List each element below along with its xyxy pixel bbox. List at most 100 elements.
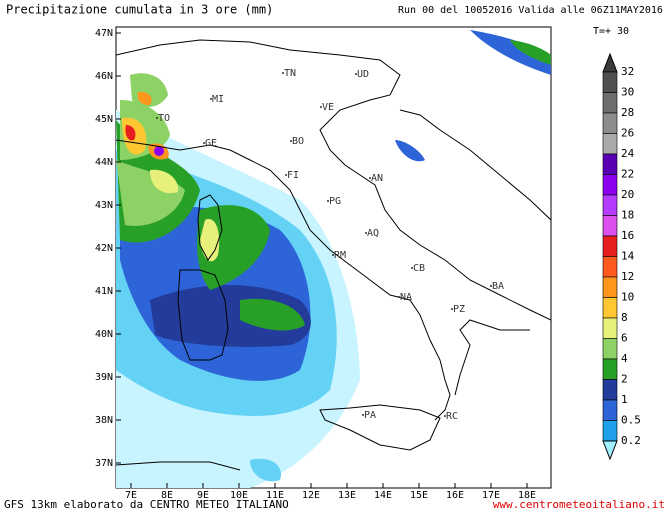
- city-label: MI: [212, 94, 224, 105]
- lat-label: 47N: [95, 28, 113, 39]
- lat-label: 45N: [95, 114, 113, 125]
- colorbar-band: [602, 92, 618, 114]
- footer-source: GFS 13km elaborato da CENTRO METEO ITALI…: [4, 498, 289, 511]
- city-label: TO: [158, 113, 170, 124]
- colorbar-label: 22: [621, 168, 634, 181]
- city-dot: [210, 98, 212, 100]
- city-label: GE: [205, 138, 217, 149]
- lat-label: 46N: [95, 71, 113, 82]
- colorbar-label: 30: [621, 86, 634, 99]
- colorbar: 32 30 28 26 24 22 20 18 16 14 12 10 8 6 4 2 1 0.5 0.2: [602, 52, 641, 461]
- city-dot: [490, 285, 492, 287]
- city-dot: [332, 254, 334, 256]
- lon-label: 18E: [518, 490, 536, 501]
- colorbar-label: 0.5: [621, 414, 641, 427]
- colorbar-band: [602, 358, 618, 380]
- lat-label: 42N: [95, 243, 113, 254]
- colorbar-label: 2: [621, 373, 628, 386]
- colorbar-label: 6: [621, 332, 628, 345]
- lon-label: 15E: [410, 490, 428, 501]
- city-label: UD: [357, 69, 369, 80]
- run-info: Run 00 del 10052016 Valida alle 06Z11MAY…: [398, 5, 663, 16]
- colorbar-band: [602, 379, 618, 401]
- city-label: CB: [413, 263, 425, 274]
- colorbar-band: [602, 153, 618, 175]
- lat-label: 40N: [95, 329, 113, 340]
- city-label: PA: [364, 410, 376, 421]
- city-dot: [369, 177, 371, 179]
- colorbar-label: 0.2: [621, 434, 641, 447]
- city-dot: [444, 415, 446, 417]
- city-label: BO: [292, 136, 304, 147]
- title: Precipitazione cumulata in 3 ore (mm): [6, 3, 273, 17]
- city-label: RM: [334, 250, 346, 261]
- city-dot: [451, 308, 453, 310]
- colorbar-band: [602, 317, 618, 339]
- colorbar-band: [602, 235, 618, 257]
- city-dot: [355, 73, 357, 75]
- colorbar-label: 18: [621, 209, 634, 222]
- city-label: AQ: [367, 228, 379, 239]
- city-dot: [365, 232, 367, 234]
- colorbar-band: [602, 194, 618, 216]
- colorbar-label: 28: [621, 106, 634, 119]
- lat-label: 39N: [95, 372, 113, 383]
- city-dot: [282, 72, 284, 74]
- city-label: PZ: [453, 304, 465, 315]
- city-label: FI: [287, 170, 299, 181]
- precipitation: [116, 30, 551, 488]
- lon-label: 10E: [230, 490, 248, 501]
- colorbar-band: [602, 276, 618, 298]
- city-dot: [362, 414, 364, 416]
- coastlines: [116, 39, 551, 471]
- colorbar-band: [602, 71, 618, 93]
- colorbar-label: 16: [621, 229, 634, 242]
- colorbar-band: [602, 174, 618, 196]
- city-label: AN: [371, 173, 383, 184]
- colorbar-label: 20: [621, 188, 634, 201]
- lon-label: 16E: [446, 490, 464, 501]
- city-label: VE: [322, 102, 334, 113]
- colorbar-label: 26: [621, 127, 634, 140]
- lat-label: 44N: [95, 157, 113, 168]
- city-dot: [156, 117, 158, 119]
- colorbar-band: [602, 420, 618, 442]
- lon-label: 9E: [197, 490, 209, 501]
- colorbar-label: 8: [621, 311, 628, 324]
- lat-label: 38N: [95, 415, 113, 426]
- city-dot: [203, 142, 205, 144]
- colorbar-label: 24: [621, 147, 635, 160]
- lon-label: 13E: [338, 490, 356, 501]
- city-label: BA: [492, 281, 504, 292]
- lat-label: 43N: [95, 200, 113, 211]
- city-dot: [320, 106, 322, 108]
- colorbar-band: [602, 133, 618, 155]
- city-label: RC: [446, 411, 458, 422]
- colorbar-label: 14: [621, 250, 635, 263]
- lat-label: 37N: [95, 458, 113, 469]
- colorbar-band: [602, 256, 618, 278]
- colorbar-label: 1: [621, 393, 628, 406]
- time-step: T=+ 30: [593, 26, 629, 37]
- colorbar-band: [602, 112, 618, 134]
- city-label: PG: [329, 196, 341, 207]
- colorbar-label: 32: [621, 65, 634, 78]
- colorbar-label: 12: [621, 270, 634, 283]
- city-dot: [411, 267, 413, 269]
- map: [115, 26, 552, 489]
- lon-label: 17E: [482, 490, 500, 501]
- city-dot: [327, 200, 329, 202]
- colorbar-arrow: [602, 52, 618, 73]
- colorbar-label: 10: [621, 291, 634, 304]
- city-dot: [290, 140, 292, 142]
- colorbar-label: 4: [621, 352, 628, 365]
- lat-label: 41N: [95, 286, 113, 297]
- colorbar-band: [602, 399, 618, 421]
- lon-label: 8E: [161, 490, 173, 501]
- lon-label: 12E: [302, 490, 320, 501]
- colorbar-band: [602, 215, 618, 237]
- city-dot: [398, 296, 400, 298]
- lon-label: 14E: [374, 490, 392, 501]
- colorbar-band: [602, 297, 618, 319]
